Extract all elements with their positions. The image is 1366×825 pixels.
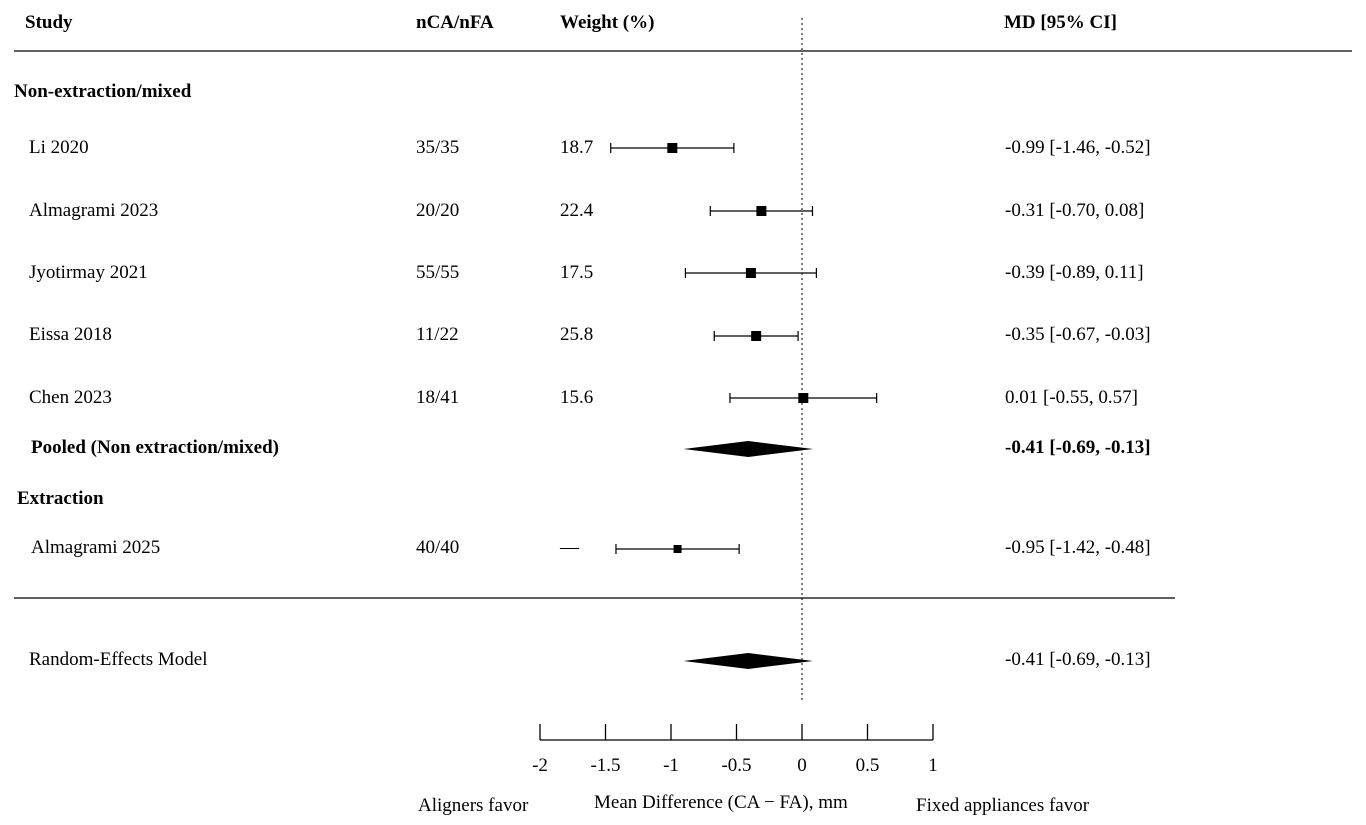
col-header-weight: Weight (%)	[560, 12, 655, 33]
study-name: Chen 2023	[29, 387, 112, 408]
x-axis: -2 -1.5 -1 -0.5 0 0.5 1	[532, 724, 938, 776]
x-tick-label: 0	[797, 755, 807, 776]
study-weight: 18.7	[560, 137, 594, 158]
study-ci-text: 0.01 [-0.55, 0.57]	[1005, 387, 1138, 408]
col-header-study: Study	[25, 12, 73, 33]
x-tick-label: -1	[663, 755, 679, 776]
study-weight: 22.4	[560, 200, 594, 221]
col-header-n: nCA/nFA	[416, 12, 494, 33]
point-estimate	[756, 206, 767, 216]
point-estimate	[667, 143, 678, 153]
study-n: 35/35	[416, 137, 460, 158]
study-weight: 17.5	[560, 262, 594, 283]
study-name: Jyotirmay 2021	[29, 262, 148, 283]
aligners-favor-label: Aligners favor	[418, 795, 529, 816]
pooled-ci-text: -0.41 [-0.69, -0.13]	[1005, 437, 1151, 458]
col-header-md: MD [95% CI]	[1004, 12, 1117, 33]
point-estimate	[745, 268, 756, 278]
point-estimate	[673, 545, 682, 553]
group-label-non-extraction: Non-extraction/mixed	[14, 81, 192, 102]
study-name: Almagrami 2023	[29, 200, 159, 221]
pooled-diamond	[683, 441, 813, 457]
study-n: 18/41	[416, 387, 460, 408]
study-name: Almagrami 2025	[31, 537, 161, 558]
study-n: 11/22	[416, 324, 459, 345]
study-ci-text: -0.95 [-1.42, -0.48]	[1005, 537, 1151, 558]
study-name: Li 2020	[29, 137, 89, 158]
study-n: 55/55	[416, 262, 460, 283]
fixed-favor-label: Fixed appliances favor	[916, 795, 1090, 816]
study-weight: 25.8	[560, 324, 594, 345]
point-estimate	[751, 331, 762, 341]
group-label-extraction: Extraction	[17, 488, 104, 509]
point-estimate	[798, 393, 809, 403]
study-ci-text: -0.35 [-0.67, -0.03]	[1005, 324, 1151, 345]
x-tick-label: 1	[928, 755, 938, 776]
x-tick-label: -0.5	[721, 755, 751, 776]
x-tick-label: -1.5	[590, 755, 620, 776]
x-tick-label: -2	[532, 755, 548, 776]
overall-label: Random-Effects Model	[29, 649, 208, 670]
study-ci-text: -0.31 [-0.70, 0.08]	[1005, 200, 1145, 221]
x-axis-title: Mean Difference (CA − FA), mm	[594, 792, 848, 813]
study-ci-text: -0.39 [-0.89, 0.11]	[1005, 262, 1144, 283]
study-weight: 15.6	[560, 387, 594, 408]
study-name: Eissa 2018	[29, 324, 112, 345]
pooled-label: Pooled (Non extraction/mixed)	[31, 437, 280, 458]
overall-diamond	[683, 653, 813, 669]
study-n: 40/40	[416, 537, 460, 558]
forest-marks	[610, 143, 878, 669]
study-weight: —	[560, 537, 579, 558]
study-n: 20/20	[416, 200, 460, 221]
x-tick-label: 0.5	[856, 755, 880, 776]
study-ci-text: -0.99 [-1.46, -0.52]	[1005, 137, 1151, 158]
overall-ci-text: -0.41 [-0.69, -0.13]	[1005, 649, 1151, 670]
